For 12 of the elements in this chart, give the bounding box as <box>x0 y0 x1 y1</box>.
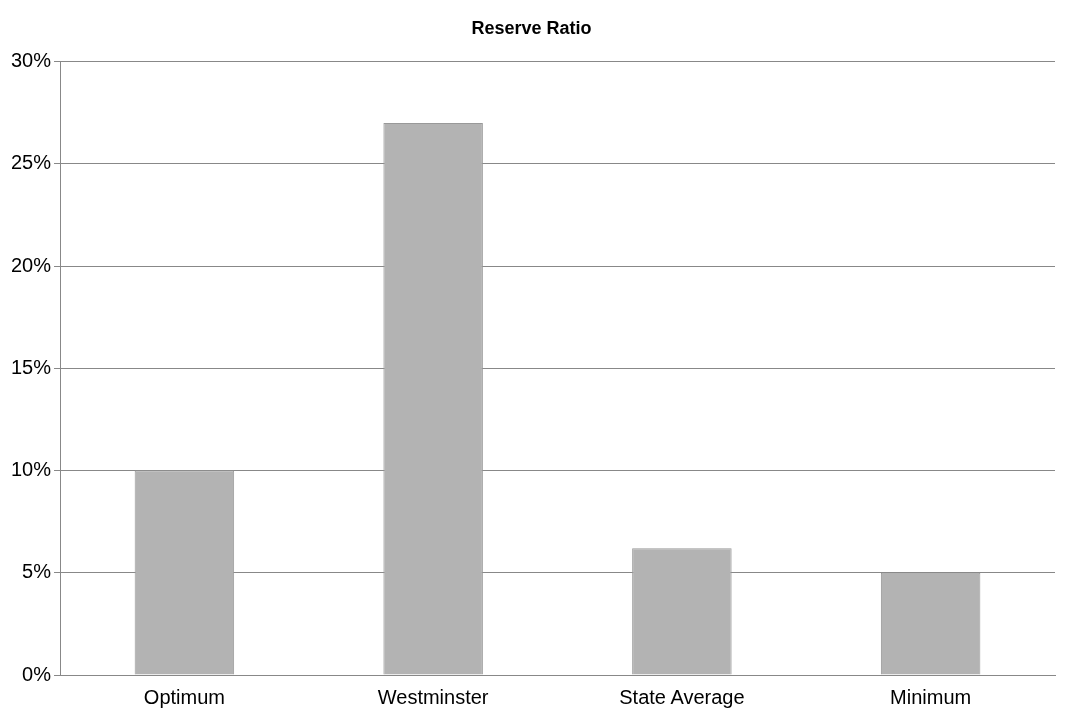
y-tick-label: 25% <box>11 151 52 174</box>
x-tick-label: State Average <box>619 685 745 708</box>
x-tick-label: Optimum <box>143 685 225 708</box>
y-tick-label: 10% <box>11 458 52 481</box>
chart-title: Reserve Ratio <box>471 17 592 38</box>
x-tick-label: Westminster <box>377 685 489 708</box>
y-tick-label: 0% <box>22 662 52 685</box>
y-tick-label: 15% <box>11 355 52 378</box>
y-tick-label: 30% <box>11 49 52 72</box>
y-tick-label: 5% <box>22 560 52 583</box>
x-tick-label: Minimum <box>890 685 972 708</box>
y-tick-label: 20% <box>11 253 52 276</box>
